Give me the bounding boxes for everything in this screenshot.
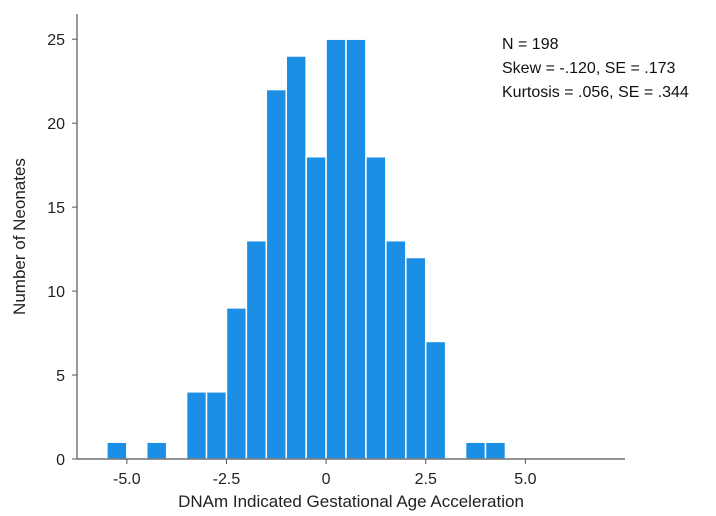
x-tick-label: -2.5	[213, 471, 241, 488]
annotation-skew: Skew = -.120, SE = .173	[502, 60, 676, 77]
y-tick-label: 10	[47, 284, 65, 301]
histogram-bar	[484, 441, 507, 460]
histogram-bar	[345, 38, 367, 460]
y-tick-label: 25	[47, 32, 65, 49]
x-tick-label: 0	[322, 471, 331, 488]
annotation-n: N = 198	[502, 36, 559, 53]
x-tick-label: -5.0	[113, 471, 141, 488]
histogram-bar	[205, 391, 228, 460]
x-ticks-group: -5.0 -2.5 0 2.5 5.0	[113, 459, 537, 488]
histogram-bar	[405, 256, 427, 460]
y-tick-label: 5	[56, 368, 65, 385]
histogram-bar	[106, 441, 128, 460]
histogram-bar	[225, 307, 248, 460]
histogram-bar	[424, 340, 447, 460]
x-tick-label: 2.5	[415, 471, 437, 488]
stats-annotation: N = 198 Skew = -.120, SE = .173 Kurtosis…	[502, 36, 689, 101]
y-ticks-group: 0 5 10 15 20 25	[47, 32, 77, 469]
histogram-bar	[385, 239, 407, 460]
histogram-bar	[285, 55, 307, 460]
y-tick-label: 20	[47, 116, 65, 133]
bars-group	[106, 38, 507, 460]
y-axis-title: Number of Neonates	[10, 158, 29, 315]
histogram-bar	[325, 38, 347, 460]
y-tick-label: 0	[56, 452, 65, 469]
histogram-bar	[365, 155, 387, 460]
x-axis-title: DNAm Indicated Gestational Age Accelerat…	[178, 492, 524, 511]
histogram-bar	[265, 88, 287, 460]
annotation-kurtosis: Kurtosis = .056, SE = .344	[502, 84, 689, 101]
histogram-bar	[305, 155, 327, 460]
histogram-bar	[145, 441, 168, 460]
histogram-bar	[464, 441, 487, 460]
histogram-bar	[245, 239, 268, 460]
y-tick-label: 15	[47, 200, 65, 217]
histogram-bar	[185, 391, 208, 460]
x-tick-label: 5.0	[514, 471, 536, 488]
